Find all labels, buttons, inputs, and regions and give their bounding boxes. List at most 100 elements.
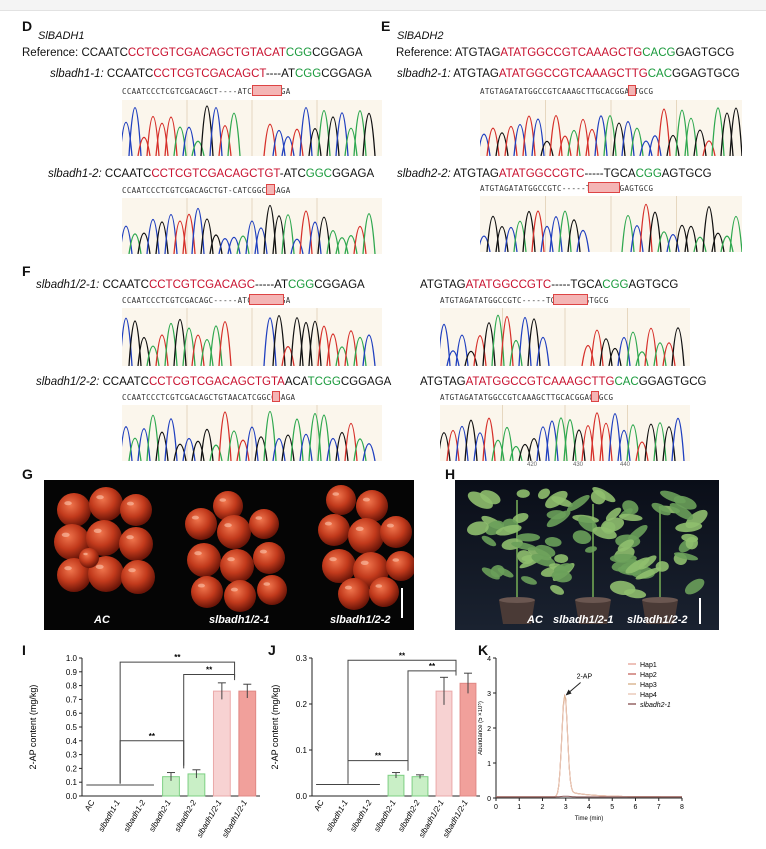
panel-label-d: D bbox=[22, 18, 33, 34]
y-tick-label: 0.4 bbox=[66, 737, 78, 746]
read-f1b: ATGTAGATATGGCCGTC-----TGCACGGAGTGCG bbox=[440, 296, 609, 305]
series-line bbox=[496, 693, 682, 798]
mutant-sequence-e2: slbadh2-2: ATGTAGATATGGCCGTC-----TGCACGG… bbox=[397, 168, 712, 180]
panel-label-k: K bbox=[478, 642, 489, 658]
significance-label: ** bbox=[174, 653, 181, 662]
y-tick-label: 0.2 bbox=[66, 764, 78, 773]
x-tick-label: slbadh1/2-1 bbox=[441, 799, 470, 840]
series-line bbox=[496, 795, 682, 798]
y-axis-label: 2-AP content (mg/kg) bbox=[28, 685, 38, 770]
x-tick-label: slbadh2-2 bbox=[173, 798, 199, 833]
read-e1: ATGTAGATATGGCCGTCAAAGCTTGCACGGAGTGCG bbox=[480, 87, 654, 96]
chromatogram-d1 bbox=[119, 100, 382, 157]
mutant-sequence-e1: slbadh2-1: ATGTAGATATGGCCGTCAAAGCTTGCACG… bbox=[397, 68, 740, 80]
mutant-sequence-d1: slbadh1-1: CCAATCCCTCGTCGACAGCT----ATCGG… bbox=[50, 68, 372, 80]
y-tick-label: 2 bbox=[487, 726, 491, 733]
series-line bbox=[496, 697, 682, 798]
y-tick-label: 0.1 bbox=[296, 746, 308, 755]
mutant-sequence-f2: slbadh1/2-2: CCAATCCCTCGTCGACAGCTGTAACAT… bbox=[36, 376, 392, 388]
fruit-caption-slbadh1-2-2: slbadh1/2-2 bbox=[330, 614, 391, 626]
legend-entry: Hap3 bbox=[640, 682, 657, 689]
fruit-caption-ac: AC bbox=[94, 614, 110, 626]
read-f2b: ATGTAGATATGGCCGTCAAAGCTTGCACGGAGTGCG bbox=[440, 393, 614, 402]
plant-caption-slbadh1-2-1: slbadh1/2-1 bbox=[553, 614, 614, 626]
legend-entry: Hap1 bbox=[640, 662, 657, 669]
x-tick-label: slbadh1/2-1 bbox=[195, 799, 224, 840]
x-tick-label: slbadh1-2 bbox=[122, 798, 148, 833]
x-tick-label: 6 bbox=[634, 804, 638, 811]
significance-label: ** bbox=[375, 752, 382, 761]
indel-highlight-f1b bbox=[553, 294, 588, 305]
bar bbox=[212, 690, 231, 797]
panel-label-g: G bbox=[22, 466, 33, 482]
read-e2: ATGTAGATATGGCCGTC-----T GCACGGAGTGCG bbox=[480, 184, 654, 193]
x-tick-label: AC bbox=[83, 798, 96, 812]
top-bar bbox=[0, 0, 766, 11]
read-f2: CCAATCCCTCGTCGACAGCTGTAACATCGGCGGAGA bbox=[122, 393, 296, 402]
read-d2: CCAATCCCTCGTCGACAGCTGT-CATCGGCGGAGA bbox=[122, 186, 291, 195]
annotation-label: 2-AP bbox=[577, 674, 593, 681]
y-tick-label: 1 bbox=[487, 761, 491, 768]
y-tick-label: 0.0 bbox=[66, 792, 78, 801]
y-tick-label: 4 bbox=[487, 656, 491, 663]
mutant-sequence-d2: slbadh1-2: CCAATCCCTCGTCGACAGCTGT-ATCGGC… bbox=[48, 168, 375, 180]
indel-highlight-d1 bbox=[252, 85, 282, 96]
indel-highlight-f2 bbox=[272, 391, 280, 402]
indel-highlight-f2b bbox=[591, 391, 599, 402]
y-tick-label: 0.3 bbox=[296, 654, 308, 663]
chart-i: 0.0 0.1 0.2 0.3 0.4 0.5 0.6 0.7 0.8 0.9 1.0 2-AP co… bbox=[28, 653, 260, 840]
significance-bracket bbox=[119, 661, 236, 784]
significance-label: ** bbox=[399, 651, 406, 660]
series-line bbox=[496, 694, 682, 798]
panel-label-f: F bbox=[22, 263, 31, 279]
indel-highlight-e1 bbox=[628, 85, 636, 96]
reference-label: Reference: bbox=[22, 47, 79, 59]
x-tick-label: 7 bbox=[657, 804, 661, 811]
panel-label-e: E bbox=[381, 18, 391, 34]
x-tick-label: 3 bbox=[564, 804, 568, 811]
chromatogram-f1 bbox=[119, 308, 382, 367]
panel-label-j: J bbox=[268, 642, 276, 658]
y-axis-label: Abundance (5 ×10⁵) bbox=[478, 701, 484, 755]
x-tick-label: 0 bbox=[494, 804, 498, 811]
x-tick-label: slbadh2-1 bbox=[147, 799, 172, 834]
reference-seq: CCAATCCCTCGTCGACAGCTGTACATCGGCGGAGA bbox=[81, 47, 363, 59]
tomato-fruits-image bbox=[54, 485, 416, 612]
bar bbox=[459, 682, 477, 797]
x-tick-label: slbadh1-1 bbox=[97, 799, 122, 834]
x-axis-label: Time (min) bbox=[575, 816, 603, 822]
plant-caption-slbadh1-2-2: slbadh1/2-2 bbox=[627, 614, 688, 626]
plant-photo: AC slbadh1/2-1 slbadh1/2-2 bbox=[455, 480, 719, 630]
chromatogram-f1b bbox=[437, 308, 690, 367]
legend-entry: Hap4 bbox=[640, 692, 657, 699]
tick-440: 440 bbox=[620, 462, 631, 468]
panel-label-h: H bbox=[445, 466, 456, 482]
scale-bar bbox=[699, 598, 701, 624]
x-tick-label: 5 bbox=[610, 804, 614, 811]
reference-sequence-d: Reference: CCAATCCCTCGTCGACAGCTGTACATCGG… bbox=[22, 47, 363, 59]
y-tick-label: 0.9 bbox=[66, 668, 78, 677]
y-tick-label: 0 bbox=[487, 796, 491, 803]
gene-name-slbadh2: SlBADH2 bbox=[397, 30, 444, 42]
indel-highlight-e2 bbox=[588, 182, 620, 193]
chart-k: 0 1 2 3 4 5 6 7 8 0 1 2 3 4 Time (min) Abundance (5 ×10… bbox=[478, 656, 684, 822]
panel-label-i: I bbox=[22, 642, 26, 658]
bar bbox=[435, 690, 453, 797]
y-axis-label: 2-AP content (mg/kg) bbox=[270, 685, 280, 770]
fruit-photo: AC slbadh1/2-1 slbadh1/2-2 bbox=[44, 480, 416, 630]
x-tick-label: slbadh1/2-1 bbox=[220, 799, 249, 840]
y-tick-label: 0.0 bbox=[296, 792, 308, 801]
indel-highlight-d2 bbox=[266, 184, 275, 195]
y-tick-label: 1.0 bbox=[66, 654, 78, 663]
significance-label: ** bbox=[429, 662, 436, 671]
x-tick-label: 1 bbox=[517, 804, 521, 811]
y-tick-label: 0.5 bbox=[66, 723, 78, 732]
bar bbox=[387, 774, 405, 797]
gene-name-slbadh1: SlBADH1 bbox=[38, 30, 85, 42]
legend-entry: Hap2 bbox=[640, 672, 657, 679]
x-tick-label: AC bbox=[312, 798, 325, 812]
x-tick-label: slbadh2-1 bbox=[372, 799, 397, 834]
mutant-sequence-f2b: ATGTAGATATGGCCGTCAAAGCTTGCACGGAGTGCG bbox=[420, 376, 707, 388]
tick-430: 430 bbox=[573, 462, 584, 468]
plant-caption-ac: AC bbox=[527, 614, 543, 626]
